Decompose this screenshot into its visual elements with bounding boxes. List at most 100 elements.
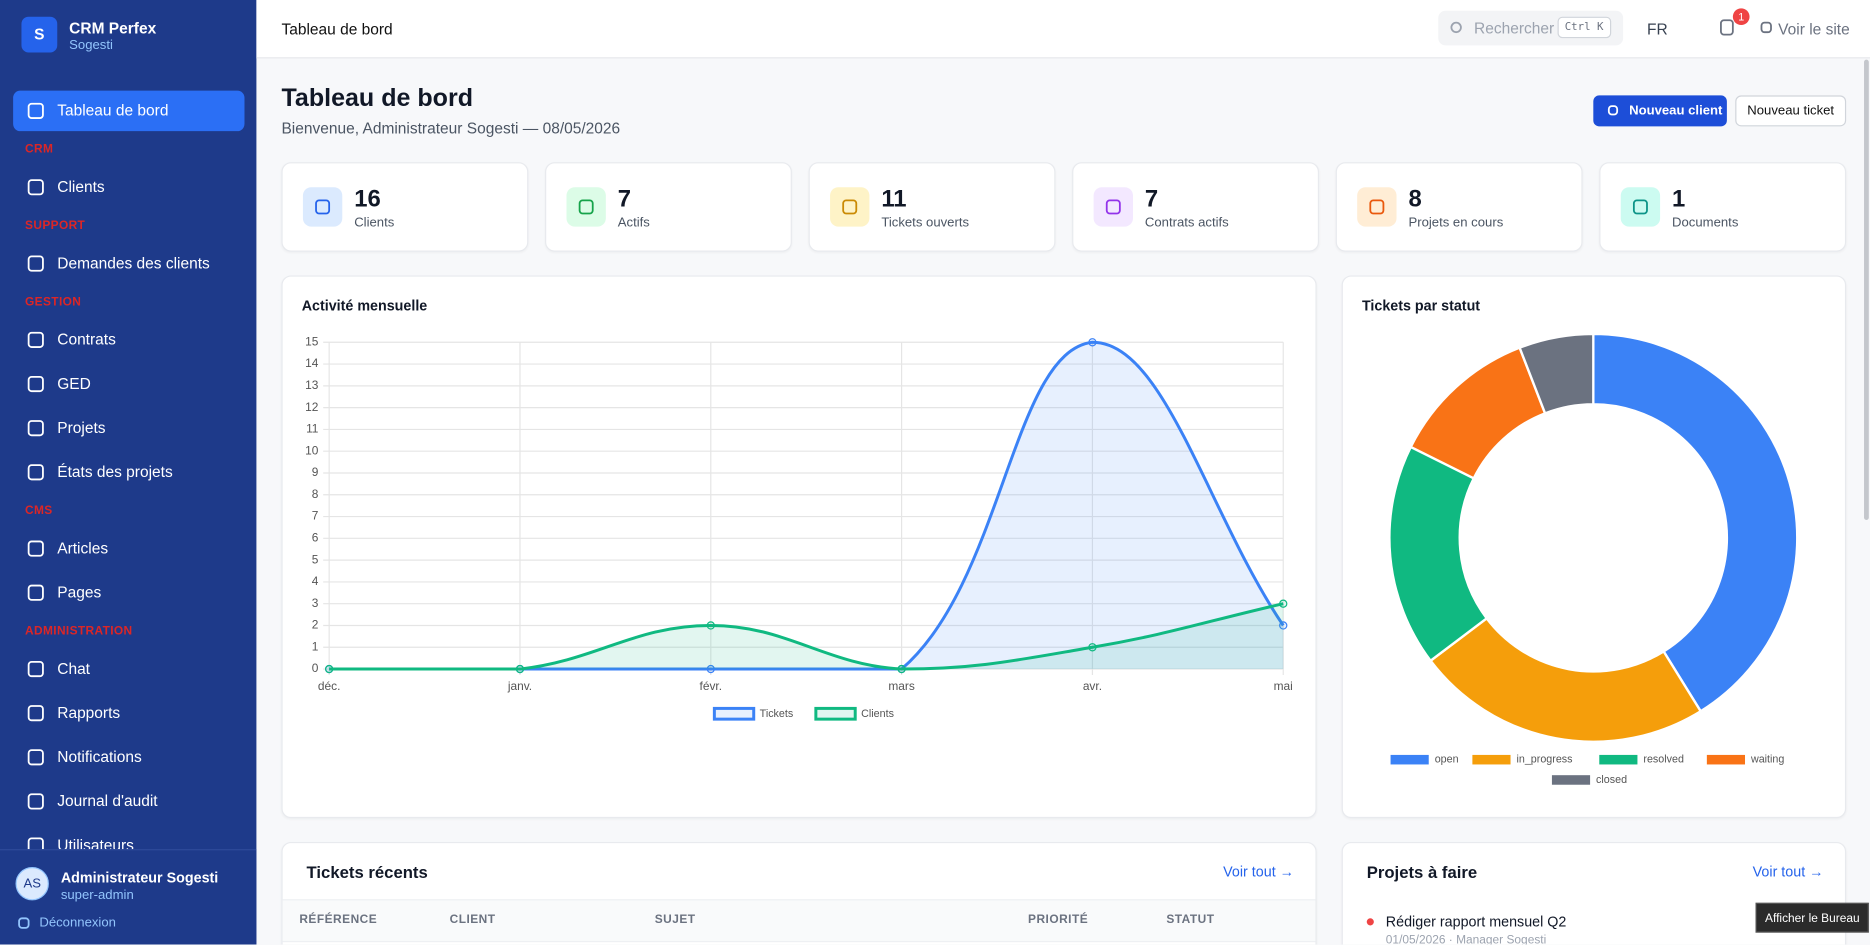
y-tick-label: 13	[305, 378, 319, 392]
x-tick-label: mars	[888, 679, 915, 693]
lang[interactable]: FR	[1646, 20, 1668, 39]
x-tick-label: févr.	[700, 679, 723, 693]
nav-item[interactable]: Projets	[13, 408, 244, 449]
table-header: RÉFÉRENCE CLIENT SUJET PRIORITÉ STATUT	[282, 899, 1316, 943]
stat-label: Contrats actifs	[1144, 215, 1229, 231]
y-tick-label: 14	[305, 356, 319, 370]
stat-label: Actifs	[617, 215, 650, 231]
notif-badge[interactable]: 1	[1732, 8, 1750, 26]
stat-label: Tickets ouverts	[881, 215, 970, 231]
nav-item[interactable]: Notifications	[13, 737, 244, 778]
y-tick-label: 3	[312, 596, 319, 610]
line-point	[706, 621, 715, 630]
icon	[1369, 199, 1385, 215]
nav-item[interactable]: Demandes des clients	[13, 243, 244, 284]
topbar-title: Tableau de bord	[281, 20, 393, 39]
line-point	[1279, 621, 1288, 630]
y-tick-label: 8	[312, 487, 319, 501]
stat-icon	[302, 187, 343, 227]
nav-item[interactable]: Clients	[13, 167, 244, 208]
y-tick-label: 2	[312, 618, 319, 632]
nav-label: Projets	[57, 418, 106, 437]
line-point	[1088, 338, 1097, 347]
icon	[315, 199, 331, 215]
icon	[27, 375, 44, 393]
icon-shape	[27, 540, 44, 557]
icon	[27, 660, 44, 678]
nav-label: Notifications	[57, 747, 142, 766]
icon-shape	[1105, 199, 1121, 215]
stat-value: 1	[1672, 186, 1686, 213]
icon	[1720, 19, 1734, 36]
project-title[interactable]: Rédiger rapport mensuel Q2	[1385, 913, 1567, 931]
stat-card card: 11 Tickets ouverts	[808, 162, 1056, 252]
icon	[27, 420, 44, 437]
icon	[18, 917, 30, 929]
y-tick-label: 10	[305, 443, 319, 457]
stat-card card: 8 Projets en cours	[1335, 162, 1583, 252]
icon-shape	[27, 179, 44, 196]
nav-label: Pages	[57, 583, 102, 602]
chart-card	[281, 275, 1317, 819]
sidebar: S CRM Perfex Sogesti Tableau de bord CRM Clie…	[0, 0, 257, 945]
legend-label: Tickets	[760, 708, 794, 720]
icon	[27, 464, 44, 481]
icon	[1105, 199, 1121, 215]
secondary-button[interactable]: Nouveau ticket	[1735, 95, 1847, 127]
stat-value: 11	[881, 186, 907, 213]
nav-item[interactable]: Pages	[13, 572, 244, 613]
project-meta: 01/05/2026 · Manager Sogesti	[1385, 933, 1547, 945]
site-link[interactable]: Voir le site	[1778, 20, 1850, 39]
nav-item[interactable]: GED	[13, 364, 244, 405]
nav-section: CMS	[25, 504, 53, 518]
nav-item[interactable]: États des projets	[13, 452, 244, 493]
nav-label: Contrats	[57, 330, 116, 349]
icon	[27, 793, 44, 810]
icon-shape	[27, 464, 44, 481]
brand-name: CRM Perfex	[69, 19, 157, 37]
nav-section: ADMINISTRATION	[25, 624, 133, 639]
nav-item[interactable]: Contrats	[13, 320, 244, 361]
y-tick-label: 0	[312, 661, 319, 675]
legend-label: Clients	[861, 708, 894, 720]
stat-card card: 7 Actifs	[545, 162, 792, 252]
icon-shape	[27, 375, 44, 393]
stat-value: 7	[617, 186, 632, 213]
nav-item[interactable]: Journal d'audit	[13, 781, 244, 822]
icon	[27, 584, 44, 601]
nav-item[interactable]: Articles	[13, 528, 244, 569]
nav-item[interactable]: Rapports	[13, 693, 244, 734]
view-all[interactable]: Voir tout →	[1752, 863, 1824, 881]
logout[interactable]: Déconnexion	[39, 915, 116, 931]
icon-shape	[27, 705, 44, 722]
column-header: SUJET	[654, 913, 696, 927]
y-tick-label: 5	[312, 552, 319, 566]
doughnut-slice	[1388, 445, 1489, 663]
legend-swatch	[1706, 754, 1746, 765]
nav-item[interactable]: Chat	[13, 649, 244, 690]
icon	[27, 540, 44, 557]
stat-icon	[830, 187, 870, 227]
legend-label: resolved	[1643, 754, 1684, 766]
icon-shape	[27, 793, 44, 810]
icon	[1760, 21, 1772, 34]
search-box[interactable]: Rechercher Ctrl K	[1438, 10, 1624, 46]
legend-swatch	[1599, 754, 1638, 765]
nav-item[interactable]: Tableau de bord	[13, 90, 245, 132]
icon-shape	[315, 199, 331, 215]
stat-value: 8	[1408, 186, 1422, 213]
primary-button[interactable]: Nouveau client	[1593, 95, 1727, 127]
icon-shape	[1632, 199, 1648, 215]
nav-label: Rapports	[57, 703, 121, 722]
column-header: CLIENT	[449, 913, 496, 927]
y-tick-label: 15	[305, 334, 319, 348]
icon-shape	[842, 199, 858, 215]
icon-shape	[1450, 21, 1462, 34]
search-placeholder: Rechercher	[1474, 19, 1555, 37]
icon	[1607, 105, 1619, 116]
view-all[interactable]: Voir tout →	[1223, 863, 1294, 881]
scrollbar	[1864, 59, 1869, 520]
icon-shape	[578, 199, 594, 215]
